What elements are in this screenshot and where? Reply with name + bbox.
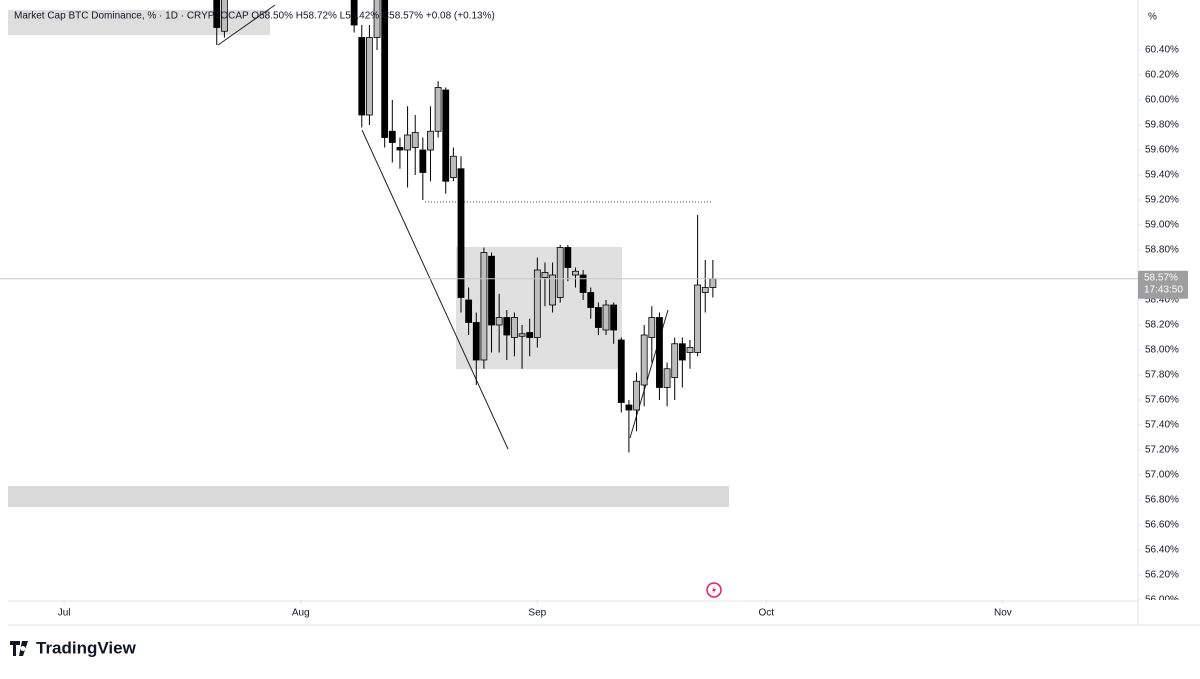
- y-tick-label: 59.80%: [1145, 120, 1179, 131]
- candle-body: [427, 130, 434, 151]
- y-tick-label: 57.80%: [1145, 370, 1179, 381]
- y-tick-label: 60.00%: [1145, 95, 1179, 106]
- candle-body: [465, 299, 473, 323]
- candle-body: [381, 0, 389, 138]
- candle-body: [373, 0, 381, 38]
- candle-body: [434, 87, 442, 132]
- candle-body: [663, 368, 671, 388]
- candle-body: [488, 255, 495, 326]
- candle-body: [617, 339, 625, 403]
- x-tick-label: Jul: [58, 608, 71, 619]
- y-tick-label: 56.40%: [1145, 545, 1179, 556]
- candle-body: [602, 304, 610, 331]
- candle-body: [625, 404, 633, 411]
- candle-body: [404, 134, 411, 151]
- candle-body: [449, 155, 457, 178]
- y-tick-label: 59.20%: [1145, 195, 1179, 206]
- y-tick-label: 60.20%: [1145, 70, 1179, 81]
- candle-body: [633, 380, 640, 411]
- candle-body: [556, 247, 564, 298]
- y-tick-label: 57.20%: [1145, 445, 1179, 456]
- y-tick-label: 56.80%: [1145, 495, 1179, 506]
- logo-mark[interactable]: [10, 641, 28, 656]
- y-tick-label: 59.40%: [1145, 170, 1179, 181]
- candle-body: [480, 252, 488, 361]
- candle-body: [709, 278, 717, 288]
- candle-body: [579, 274, 587, 293]
- plot: [0, 0, 1138, 453]
- y-tick-label: 59.00%: [1145, 220, 1179, 231]
- y-tick-label: 59.60%: [1145, 145, 1179, 156]
- candle-body: [640, 334, 648, 386]
- candle-body: [388, 130, 396, 143]
- y-tick-label: 57.00%: [1145, 470, 1179, 481]
- y-unit: %: [1148, 12, 1157, 23]
- candle-body: [518, 333, 526, 337]
- y-tick-label: 58.20%: [1145, 320, 1179, 331]
- y-axis: 56.00% 56.20% 56.40% 56.60% 56.80% 57.00% 57.2…: [1138, 45, 1179, 606]
- y-tick-label: 58.80%: [1145, 245, 1179, 256]
- candle-body: [457, 168, 465, 298]
- last-price-box: [1138, 270, 1188, 299]
- candle-body: [701, 287, 709, 293]
- y-tick-label: 57.60%: [1145, 395, 1179, 406]
- candle-body: [549, 274, 556, 306]
- y-tick-label: 57.40%: [1145, 420, 1179, 431]
- trend-line: [361, 129, 509, 450]
- candle-body: [594, 307, 602, 328]
- y-tick-label: 60.40%: [1145, 45, 1179, 56]
- candle-body: [419, 149, 427, 173]
- candle-body: [396, 147, 404, 151]
- candle-body: [648, 317, 656, 338]
- candle-body: [656, 317, 663, 388]
- candle-body: [526, 332, 534, 338]
- candle-body: [686, 347, 694, 353]
- candle-body: [694, 284, 702, 353]
- x-tick-label: Nov: [994, 608, 1012, 619]
- candle-body: [541, 272, 549, 278]
- y-tick-label: 56.00%: [1145, 595, 1179, 606]
- candle-body: [358, 37, 366, 116]
- last-price-label: 58.57%: [1144, 272, 1178, 283]
- support-zone: [8, 486, 729, 507]
- candle-body: [564, 247, 572, 268]
- candle-body: [442, 89, 450, 182]
- x-tick-label: Oct: [759, 608, 775, 619]
- brand[interactable]: TradingView: [36, 638, 137, 657]
- candle-body: [671, 343, 679, 378]
- candle-body: [213, 0, 221, 28]
- candle-body: [472, 322, 480, 361]
- x-tick-label: Sep: [528, 608, 546, 619]
- candle-body: [610, 304, 618, 331]
- y-tick-label: 56.60%: [1145, 520, 1179, 531]
- candle-body: [511, 317, 518, 338]
- countdown: 17:43:50: [1144, 284, 1183, 295]
- legend-title: Market Cap BTC Dominance, % · 1D · CRYPT…: [14, 11, 495, 22]
- y-tick-label: 56.20%: [1145, 570, 1179, 581]
- candle-body: [366, 37, 373, 116]
- candle-body: [220, 0, 228, 32]
- candle-body: [572, 270, 579, 276]
- lightning-icon[interactable]: [706, 582, 722, 598]
- candle-body: [411, 132, 419, 148]
- candle-body: [678, 343, 686, 361]
- candle-body: [495, 317, 503, 326]
- y-tick-label: 58.00%: [1145, 345, 1179, 356]
- candle-body: [503, 317, 511, 336]
- candle-body: [533, 269, 541, 338]
- candle-body: [587, 292, 595, 308]
- x-tick-label: Aug: [292, 608, 310, 619]
- candle-body: [350, 0, 358, 26]
- trend-line: [217, 4, 276, 46]
- y-tick-label: 58.40%: [1145, 295, 1179, 306]
